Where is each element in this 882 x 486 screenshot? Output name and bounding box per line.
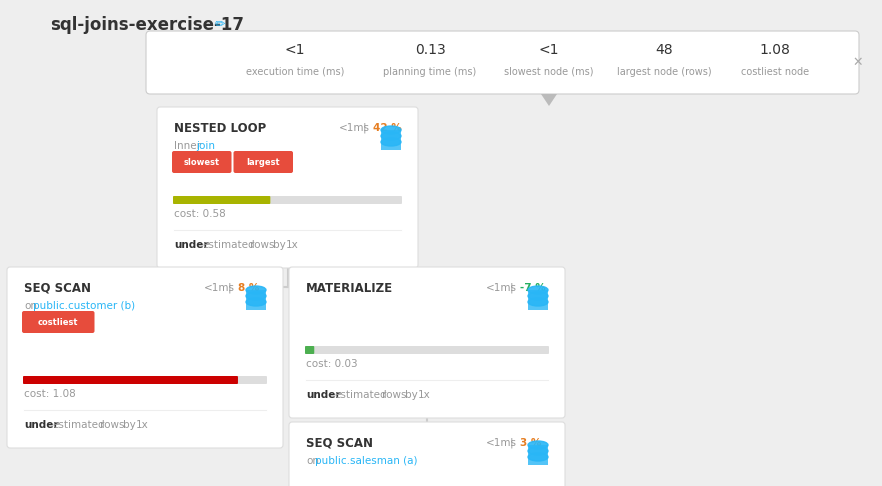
Ellipse shape xyxy=(246,286,266,294)
Text: 3 %: 3 % xyxy=(520,438,542,448)
Text: |: | xyxy=(510,438,513,448)
Text: <1ms: <1ms xyxy=(486,438,517,448)
Text: 1x: 1x xyxy=(286,240,299,250)
Text: rows: rows xyxy=(250,240,274,250)
Text: -7 %: -7 % xyxy=(520,283,546,293)
Text: <1ms: <1ms xyxy=(339,123,370,133)
Text: public.customer (b): public.customer (b) xyxy=(33,301,135,311)
Text: 1.08: 1.08 xyxy=(759,43,790,57)
Ellipse shape xyxy=(528,453,548,461)
Text: MATERIALIZE: MATERIALIZE xyxy=(306,281,393,295)
Ellipse shape xyxy=(528,298,548,306)
Text: slowest node (ms): slowest node (ms) xyxy=(505,67,594,77)
Text: cost: 0.58: cost: 0.58 xyxy=(174,209,226,219)
FancyBboxPatch shape xyxy=(172,151,231,173)
Ellipse shape xyxy=(528,292,548,300)
Text: estimated: estimated xyxy=(52,420,105,430)
Text: public.salesman (a): public.salesman (a) xyxy=(315,456,417,466)
Text: on: on xyxy=(24,301,37,311)
Text: cost: 1.08: cost: 1.08 xyxy=(24,389,76,399)
Text: largest: largest xyxy=(246,157,280,167)
Text: SEQ SCAN: SEQ SCAN xyxy=(306,436,373,450)
FancyBboxPatch shape xyxy=(23,376,267,384)
Text: ✕: ✕ xyxy=(853,55,863,69)
Text: by: by xyxy=(405,390,418,400)
Text: sql-joins-exercise-17: sql-joins-exercise-17 xyxy=(50,16,244,34)
Text: by: by xyxy=(273,240,286,250)
FancyBboxPatch shape xyxy=(173,196,402,204)
Text: 0.13: 0.13 xyxy=(415,43,445,57)
FancyBboxPatch shape xyxy=(305,346,314,354)
FancyBboxPatch shape xyxy=(146,31,859,94)
FancyBboxPatch shape xyxy=(528,445,548,465)
Text: slowest: slowest xyxy=(183,157,220,167)
FancyBboxPatch shape xyxy=(157,107,418,268)
FancyBboxPatch shape xyxy=(7,267,283,448)
Text: 1x: 1x xyxy=(418,390,430,400)
Text: ✏: ✏ xyxy=(215,18,226,31)
Text: rows: rows xyxy=(100,420,124,430)
Text: 42 %: 42 % xyxy=(373,123,401,133)
Text: <1ms: <1ms xyxy=(204,283,235,293)
Text: planning time (ms): planning time (ms) xyxy=(384,67,476,77)
Text: <1: <1 xyxy=(539,43,559,57)
FancyBboxPatch shape xyxy=(23,376,238,384)
Text: |: | xyxy=(228,283,232,293)
Ellipse shape xyxy=(528,286,548,294)
Text: under: under xyxy=(24,420,58,430)
Text: under: under xyxy=(306,390,340,400)
FancyBboxPatch shape xyxy=(289,267,565,418)
FancyBboxPatch shape xyxy=(289,422,565,486)
FancyBboxPatch shape xyxy=(234,151,293,173)
Text: 48: 48 xyxy=(655,43,673,57)
Text: estimated: estimated xyxy=(334,390,386,400)
Text: on: on xyxy=(306,456,319,466)
Ellipse shape xyxy=(246,292,266,300)
FancyBboxPatch shape xyxy=(246,290,266,310)
Text: |: | xyxy=(510,283,513,293)
Text: under: under xyxy=(174,240,208,250)
FancyBboxPatch shape xyxy=(22,311,94,333)
Ellipse shape xyxy=(528,447,548,455)
Text: NESTED LOOP: NESTED LOOP xyxy=(174,122,266,135)
Text: costliest: costliest xyxy=(38,317,78,327)
Text: SEQ SCAN: SEQ SCAN xyxy=(24,281,91,295)
Text: 1x: 1x xyxy=(136,420,149,430)
Text: join: join xyxy=(197,141,215,151)
Ellipse shape xyxy=(528,441,548,449)
Text: largest node (rows): largest node (rows) xyxy=(617,67,711,77)
Text: rows: rows xyxy=(382,390,407,400)
Ellipse shape xyxy=(381,132,401,140)
FancyBboxPatch shape xyxy=(528,290,548,310)
FancyBboxPatch shape xyxy=(381,130,401,150)
Text: <1: <1 xyxy=(285,43,305,57)
Ellipse shape xyxy=(381,138,401,146)
Polygon shape xyxy=(541,94,557,106)
Text: execution time (ms): execution time (ms) xyxy=(246,67,344,77)
Text: <1ms: <1ms xyxy=(486,283,517,293)
Text: |: | xyxy=(363,123,367,133)
Text: estimated: estimated xyxy=(202,240,255,250)
Text: cost: 0.03: cost: 0.03 xyxy=(306,359,357,369)
FancyBboxPatch shape xyxy=(173,196,271,204)
Ellipse shape xyxy=(246,298,266,306)
Text: Inner: Inner xyxy=(174,141,201,151)
Text: by: by xyxy=(123,420,136,430)
FancyBboxPatch shape xyxy=(305,346,549,354)
Text: costliest node: costliest node xyxy=(741,67,809,77)
Ellipse shape xyxy=(381,126,401,134)
Text: 8 %: 8 % xyxy=(238,283,259,293)
